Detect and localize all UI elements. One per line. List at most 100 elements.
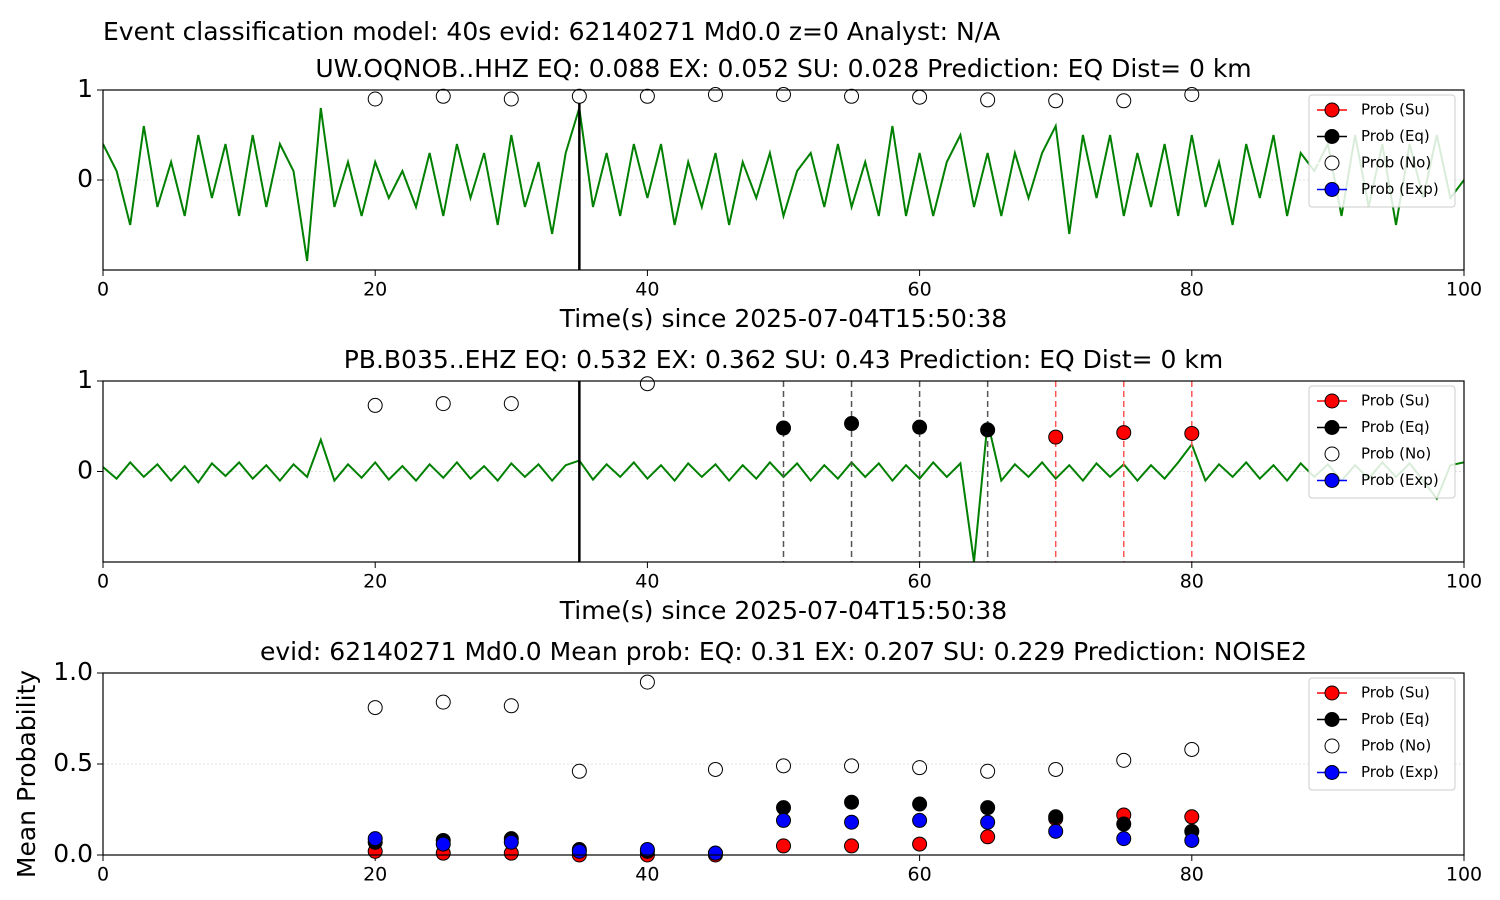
prob-point xyxy=(435,836,451,852)
x-tick-label: 40 xyxy=(635,279,659,301)
x-axis-label: Time(s) since 2025-07-04T15:50:38 xyxy=(559,304,1007,333)
prob-point xyxy=(435,396,451,412)
prob-point xyxy=(367,397,383,413)
legend-label: Prob (Eq) xyxy=(1361,127,1430,145)
prob-point xyxy=(844,758,860,774)
prob-point xyxy=(844,416,860,432)
prob-point xyxy=(844,838,860,854)
legend-label: Prob (Eq) xyxy=(1361,710,1430,728)
legend-label: Prob (Su) xyxy=(1361,392,1430,410)
prob-point xyxy=(1048,93,1064,109)
prob-point xyxy=(776,420,791,436)
prob-point xyxy=(1184,425,1200,441)
plot-area xyxy=(103,90,1464,270)
legend-marker xyxy=(1324,420,1340,435)
waveform xyxy=(103,107,1464,262)
prob-point xyxy=(776,838,791,854)
prob-point xyxy=(1116,816,1132,832)
y-axis-label: Mean Probability xyxy=(12,670,41,878)
x-axis-label: Time(s) since 2025-07-04T15:50:38 xyxy=(559,596,1007,625)
prob-point xyxy=(571,843,587,859)
x-tick-label: 40 xyxy=(635,571,659,593)
prob-point xyxy=(912,796,928,812)
prob-point xyxy=(912,812,928,828)
x-tick-label: 20 xyxy=(363,571,387,593)
prob-point xyxy=(980,829,996,845)
prob-point xyxy=(1048,429,1064,445)
legend-marker xyxy=(1324,738,1340,754)
prob-point xyxy=(776,758,791,774)
x-tick-label: 60 xyxy=(908,279,932,301)
prob-point xyxy=(980,763,996,779)
y-tick-label: 1 xyxy=(77,74,93,103)
legend-label: Prob (Exp) xyxy=(1361,763,1439,781)
x-tick-label: 0 xyxy=(97,864,109,886)
prob-point xyxy=(1116,425,1132,441)
prob-point xyxy=(639,88,655,104)
prob-point xyxy=(707,845,723,861)
prob-point xyxy=(367,91,383,107)
prob-point xyxy=(503,91,519,107)
legend-label: Prob (No) xyxy=(1361,445,1431,463)
prob-point xyxy=(1184,832,1200,848)
prob-point xyxy=(980,92,996,108)
prob-point xyxy=(776,800,791,816)
legend-label: Prob (No) xyxy=(1361,154,1431,172)
prob-point xyxy=(980,800,996,816)
y-tick-label: 1.0 xyxy=(53,657,93,686)
panel-title: UW.OQNOB..HHZ EQ: 0.088 EX: 0.052 SU: 0.… xyxy=(315,54,1251,83)
legend-marker xyxy=(1324,685,1340,701)
x-tick-label: 60 xyxy=(908,864,932,886)
legend-marker xyxy=(1324,393,1340,409)
x-tick-label: 20 xyxy=(363,279,387,301)
x-tick-label: 100 xyxy=(1446,864,1482,886)
legend-box xyxy=(1308,385,1456,499)
y-tick-label: 0.5 xyxy=(53,748,93,777)
prob-point xyxy=(980,814,996,830)
panel-title: evid: 62140271 Md0.0 Mean prob: EQ: 0.31… xyxy=(260,637,1307,666)
prob-point xyxy=(1116,93,1132,109)
prob-point xyxy=(1184,809,1200,825)
prob-point xyxy=(639,376,655,392)
prob-point xyxy=(776,87,791,102)
prob-point xyxy=(776,812,791,828)
x-tick-label: 100 xyxy=(1446,279,1482,301)
panel-title: PB.B035..EHZ EQ: 0.532 EX: 0.362 SU: 0.4… xyxy=(344,345,1224,374)
prob-point xyxy=(639,674,655,690)
legend-marker xyxy=(1324,712,1340,727)
prob-point xyxy=(1048,809,1064,825)
prob-point xyxy=(367,700,383,716)
legend-marker xyxy=(1324,102,1340,118)
prob-point xyxy=(1048,823,1064,839)
legend-label: Prob (Exp) xyxy=(1361,180,1439,198)
x-tick-label: 80 xyxy=(1180,571,1204,593)
y-tick-label: 0 xyxy=(77,164,93,193)
prob-point xyxy=(844,88,860,104)
y-tick-label: 1 xyxy=(77,365,93,394)
prob-point xyxy=(571,88,587,104)
y-tick-label: 0.0 xyxy=(53,839,93,868)
x-tick-label: 20 xyxy=(363,864,387,886)
prob-point xyxy=(707,87,723,102)
legend-label: Prob (Eq) xyxy=(1361,418,1430,436)
x-tick-label: 0 xyxy=(97,279,109,301)
legend-label: Prob (Su) xyxy=(1361,101,1430,119)
axes-frame xyxy=(102,672,1465,856)
prob-point xyxy=(1116,752,1132,768)
prob-point xyxy=(1184,87,1200,102)
prob-point xyxy=(435,694,451,710)
plot-area xyxy=(103,381,1464,562)
x-tick-label: 60 xyxy=(908,571,932,593)
prob-point xyxy=(435,88,451,104)
x-tick-label: 80 xyxy=(1180,279,1204,301)
prob-point xyxy=(912,836,928,852)
prob-point xyxy=(503,834,519,850)
x-tick-label: 80 xyxy=(1180,864,1204,886)
prob-point xyxy=(912,89,928,105)
figure-title: Event classification model: 40s evid: 62… xyxy=(103,17,1000,46)
prob-point xyxy=(912,760,928,776)
legend-marker xyxy=(1324,446,1340,462)
legend-marker xyxy=(1324,155,1340,171)
prob-point xyxy=(980,422,996,438)
